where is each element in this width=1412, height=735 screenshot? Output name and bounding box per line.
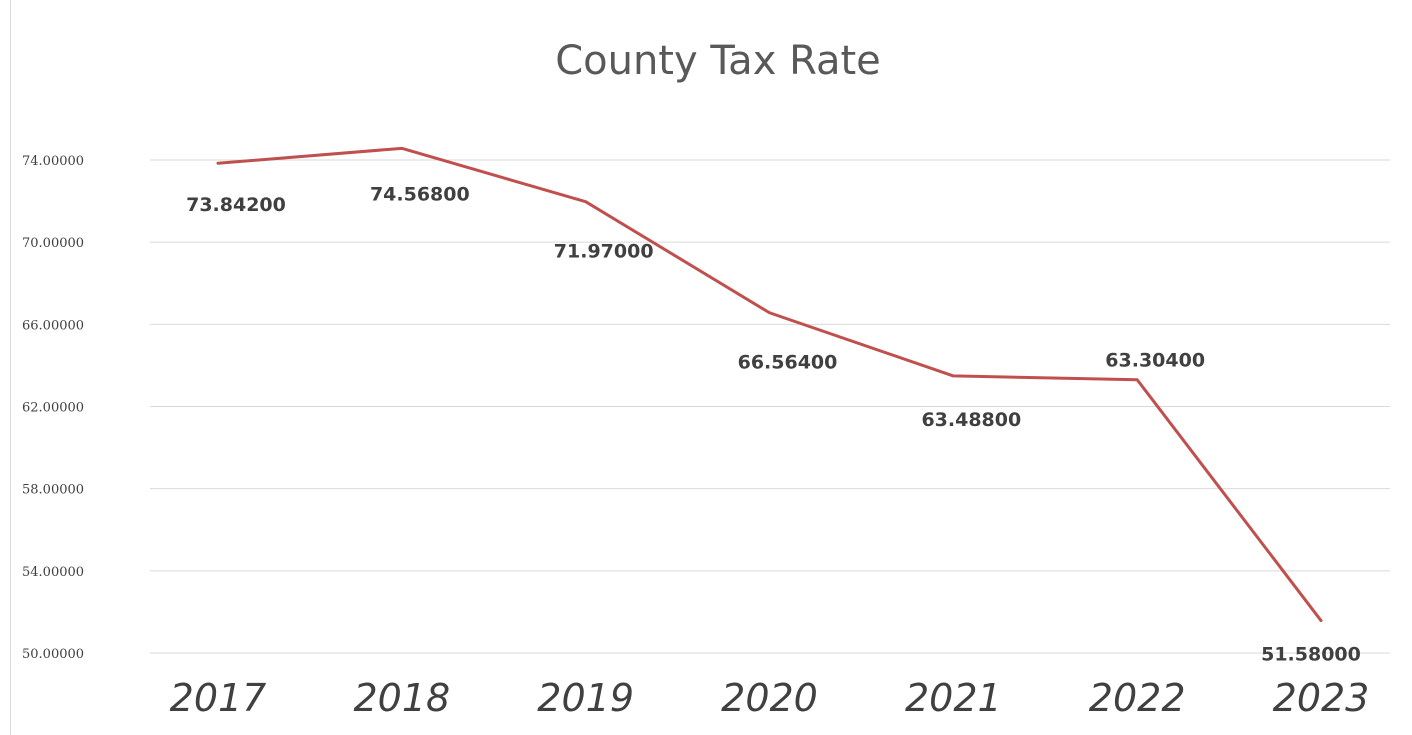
x-tick-label: 2017 bbox=[170, 676, 267, 720]
data-label: 71.97000 bbox=[554, 241, 654, 263]
data-label: 51.58000 bbox=[1261, 644, 1361, 666]
y-tick-label: 58.00000 bbox=[22, 483, 84, 498]
data-label: 63.30400 bbox=[1105, 350, 1205, 372]
x-tick-label: 2021 bbox=[905, 676, 1002, 720]
gridlines bbox=[150, 159, 1390, 654]
y-tick-label: 54.00000 bbox=[22, 565, 84, 580]
x-axis-tick-labels: 2017 2018 2019 2020 2021 2022 2023 bbox=[170, 676, 1370, 720]
data-label: 66.56400 bbox=[738, 352, 838, 374]
x-tick-label: 2023 bbox=[1273, 676, 1370, 720]
y-tick-label: 62.00000 bbox=[22, 401, 84, 416]
x-tick-label: 2019 bbox=[537, 676, 634, 720]
y-tick-label: 74.00000 bbox=[22, 154, 84, 169]
y-tick-label: 70.00000 bbox=[22, 236, 84, 251]
data-labels: 73.84200 74.56800 71.97000 66.56400 63.48800… bbox=[186, 183, 1361, 665]
y-tick-label: 50.00000 bbox=[22, 647, 84, 662]
data-label: 63.48800 bbox=[921, 409, 1021, 431]
series-line bbox=[216, 146, 1323, 623]
x-tick-label: 2022 bbox=[1089, 676, 1186, 720]
x-tick-label: 2018 bbox=[353, 676, 450, 720]
x-tick-label: 2020 bbox=[721, 676, 818, 720]
data-label: 73.84200 bbox=[186, 194, 286, 216]
chart-left-border bbox=[10, 0, 11, 735]
y-axis-tick-labels: 50.00000 54.00000 58.00000 62.00000 66.00000… bbox=[22, 154, 84, 662]
chart-title: County Tax Rate bbox=[555, 38, 881, 84]
series-lines bbox=[216, 146, 1323, 623]
data-label: 74.56800 bbox=[370, 183, 470, 205]
y-tick-label: 66.00000 bbox=[22, 318, 84, 333]
